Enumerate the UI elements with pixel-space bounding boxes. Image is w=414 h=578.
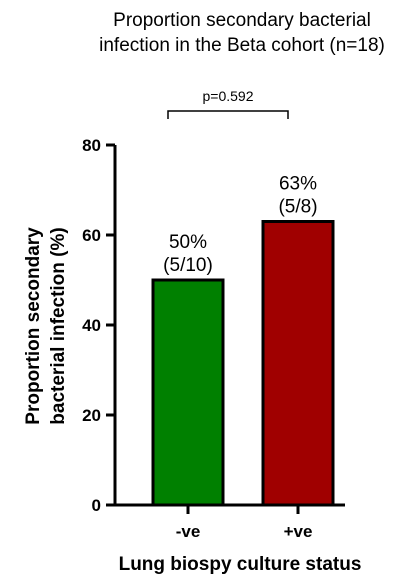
y-tick-label: 20 [82, 406, 101, 425]
p-value-annotation: p=0.592 [203, 88, 254, 104]
x-tick-label: -ve [176, 522, 201, 541]
data-label-percent: 63% [279, 174, 317, 195]
bar-1 [151, 278, 225, 507]
data-label-count: (5/8) [278, 197, 317, 218]
y-axis-title-line-1: Proportion secondary [23, 227, 44, 425]
data-label-count: (5/10) [163, 255, 213, 276]
data-label-percent: 50% [169, 232, 207, 253]
significance-bracket-line [167, 110, 289, 119]
plot-area: 0 20 40 60 80 -ve 50%(5/10) +ve 63%(5/8) [82, 136, 345, 541]
y-tick-label: 60 [82, 226, 101, 245]
y-tick-label: 40 [82, 316, 101, 335]
x-axis-title: Lung biospy culture status [119, 554, 362, 575]
y-tick-label: 0 [92, 496, 101, 515]
x-tick-label: +ve [284, 522, 313, 541]
y-axis-title-line-2: bacterial infection (%) [48, 227, 69, 424]
chart-title-line-1: Proportion secondary bacterial [113, 10, 371, 31]
significance-bracket: p=0.592 [167, 88, 289, 119]
chart-title-line-2: infection in the Beta cohort (n=18) [99, 35, 385, 56]
y-tick-label: 80 [82, 136, 101, 155]
bar-2 [261, 220, 335, 507]
